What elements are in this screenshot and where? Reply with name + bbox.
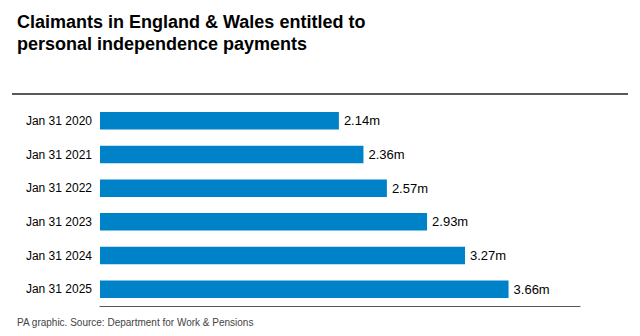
svg-text:2.57m: 2.57m	[392, 181, 428, 196]
svg-text:Jan 31 2024: Jan 31 2024	[26, 249, 92, 263]
svg-text:Jan 31 2020: Jan 31 2020	[26, 114, 92, 128]
svg-text:3.27m: 3.27m	[470, 248, 506, 263]
svg-text:2.36m: 2.36m	[368, 147, 404, 162]
svg-text:Jan 31 2022: Jan 31 2022	[26, 181, 92, 195]
svg-text:PA graphic. Source: Department: PA graphic. Source: Department for Work …	[17, 317, 253, 328]
svg-text:2.93m: 2.93m	[432, 214, 468, 229]
svg-text:Jan 31 2025: Jan 31 2025	[26, 282, 92, 296]
svg-text:2.14m: 2.14m	[344, 113, 380, 128]
svg-text:personal independence payments: personal independence payments	[17, 34, 307, 54]
svg-text:Jan 31 2023: Jan 31 2023	[26, 215, 92, 229]
svg-text:3.66m: 3.66m	[514, 282, 550, 297]
svg-text:Claimants in England & Wales e: Claimants in England & Wales entitled to	[17, 12, 365, 32]
svg-text:Jan 31 2021: Jan 31 2021	[26, 148, 92, 162]
